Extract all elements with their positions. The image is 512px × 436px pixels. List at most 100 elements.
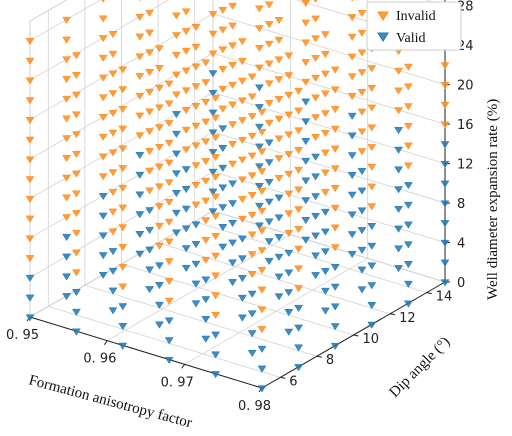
invalid-point <box>237 196 247 204</box>
valid-point <box>440 160 450 169</box>
valid-point <box>301 118 311 126</box>
valid-point <box>247 290 257 298</box>
valid-point <box>403 300 413 308</box>
valid-point <box>171 170 181 178</box>
invalid-point <box>108 50 118 58</box>
invalid-point <box>440 62 450 70</box>
invalid-point <box>237 77 247 85</box>
invalid-point <box>108 129 118 137</box>
y-axis-label: Dip angle (°) <box>387 334 454 401</box>
valid-point <box>403 241 413 249</box>
invalid-point <box>257 188 267 196</box>
invalid-point <box>218 6 228 15</box>
valid-point <box>218 125 228 133</box>
grid-line-z <box>212 92 446 164</box>
valid-point <box>181 225 191 233</box>
invalid-point <box>25 215 35 223</box>
invalid-point <box>62 56 72 64</box>
invalid-point <box>135 112 145 120</box>
grid-line-y <box>157 242 391 315</box>
invalid-point <box>347 33 357 41</box>
valid-point <box>228 279 238 287</box>
invalid-point <box>347 53 357 61</box>
invalid-point <box>145 29 155 37</box>
invalid-point <box>320 31 330 39</box>
grid-line-z <box>29 0 170 81</box>
invalid-point <box>367 84 377 93</box>
invalid-point <box>154 222 164 230</box>
valid-point <box>274 273 284 281</box>
valid-point <box>294 324 304 332</box>
valid-point <box>71 308 81 316</box>
invalid-point <box>171 71 181 79</box>
invalid-point <box>145 108 155 116</box>
valid-point <box>254 202 264 210</box>
valid-point <box>171 229 181 237</box>
invalid-point <box>403 83 413 91</box>
invalid-point <box>228 101 238 109</box>
invalid-point <box>330 185 340 193</box>
invalid-point <box>145 167 155 175</box>
x-tick-mark <box>103 340 108 345</box>
valid-point <box>135 250 145 258</box>
invalid-point <box>311 114 321 122</box>
invalid-point <box>320 51 330 59</box>
grid-line-y <box>194 221 427 293</box>
invalid-point <box>71 229 81 237</box>
invalid-point <box>247 251 257 259</box>
invalid-point <box>294 206 304 214</box>
valid-point <box>347 112 357 120</box>
invalid-point <box>191 142 201 150</box>
invalid-point <box>330 165 340 173</box>
valid-point <box>394 265 404 273</box>
valid-point <box>237 275 247 283</box>
invalid-point <box>264 21 274 29</box>
invalid-point <box>154 65 164 73</box>
valid-point <box>201 335 211 343</box>
invalid-point <box>164 297 174 305</box>
valid-point <box>254 84 264 92</box>
valid-point <box>98 193 108 201</box>
invalid-point <box>294 226 304 234</box>
valid-point <box>191 260 201 268</box>
invalid-point <box>347 14 357 22</box>
invalid-point <box>357 108 367 116</box>
invalid-point <box>357 89 367 97</box>
invalid-point <box>181 47 191 55</box>
invalid-point <box>191 63 201 71</box>
valid-point <box>62 253 72 261</box>
y-tick-mark <box>390 313 396 316</box>
valid-point <box>237 294 247 302</box>
valid-point <box>201 296 211 304</box>
invalid-point <box>62 76 72 84</box>
x-tick-label: 0. 97 <box>161 375 194 390</box>
invalid-point <box>145 9 155 17</box>
valid-point <box>98 232 108 240</box>
grid-line-z <box>29 0 102 42</box>
invalid-point <box>440 101 450 109</box>
valid-point <box>357 187 367 195</box>
invalid-point <box>257 109 267 117</box>
invalid-point <box>101 0 105 3</box>
invalid-point <box>62 155 72 163</box>
invalid-point <box>181 28 191 36</box>
invalid-point <box>25 235 35 243</box>
valid-point <box>108 287 118 295</box>
invalid-point <box>118 204 128 212</box>
invalid-point <box>191 83 201 91</box>
invalid-point <box>164 278 174 286</box>
invalid-point <box>135 132 145 140</box>
valid-point <box>228 200 238 208</box>
invalid-point <box>108 208 118 216</box>
invalid-point <box>164 80 174 88</box>
valid-point <box>135 152 145 160</box>
valid-point <box>71 328 81 336</box>
valid-point <box>254 183 264 191</box>
valid-point <box>164 356 174 365</box>
invalid-point <box>284 190 294 198</box>
invalid-point <box>284 131 294 139</box>
valid-point <box>211 371 221 379</box>
valid-point <box>154 262 164 270</box>
invalid-point <box>98 133 108 141</box>
valid-point <box>118 342 128 350</box>
